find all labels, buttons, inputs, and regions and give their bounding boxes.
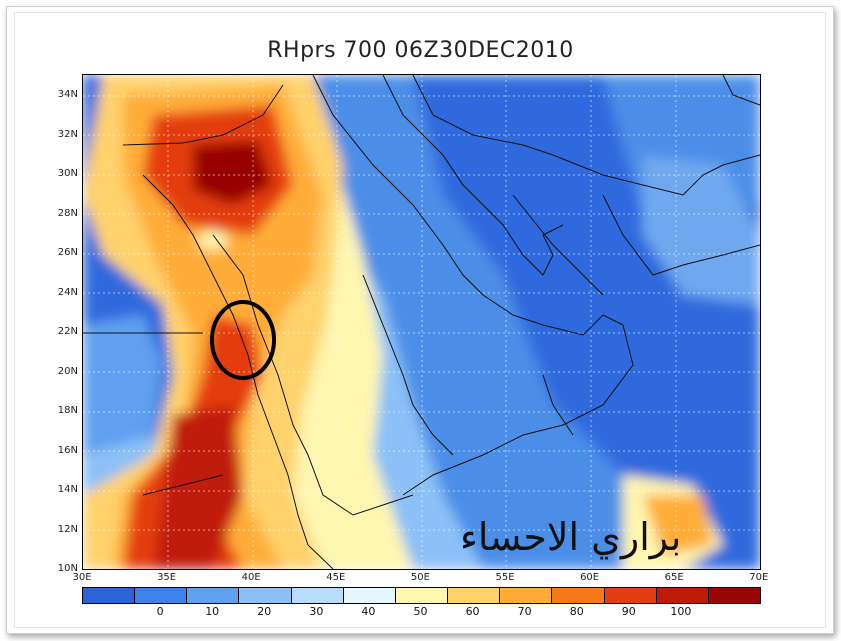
legend-label: 50 — [413, 605, 428, 618]
latitude-label: 12N — [57, 523, 78, 535]
legend-swatch — [83, 588, 136, 603]
legend-label: 90 — [621, 605, 636, 618]
legend-label: 60 — [465, 605, 480, 618]
longitude-label: 40E — [241, 572, 261, 583]
legend-label: 0 — [156, 605, 164, 618]
longitude-label: 60E — [580, 572, 600, 583]
longitude-label: 55E — [495, 572, 515, 583]
latitude-label: 16N — [57, 444, 78, 456]
latitude-label: 34N — [57, 89, 78, 100]
latitude-label: 28N — [57, 207, 78, 219]
latitude-label: 18N — [57, 405, 78, 416]
longitude-label: 50E — [410, 572, 430, 583]
latitude-label: 26N — [57, 247, 78, 258]
latitude-label: 32N — [57, 128, 78, 140]
legend-swatch — [656, 588, 709, 603]
legend-label: 100 — [670, 605, 692, 618]
legend-swatch — [708, 588, 761, 603]
legend-swatch — [604, 588, 657, 603]
humidity-map — [83, 75, 760, 569]
latitude-label: 14N — [57, 484, 78, 495]
legend-swatch — [187, 588, 240, 603]
longitude-label: 35E — [157, 572, 177, 583]
map-plot — [82, 74, 761, 570]
longitude-label: 65E — [664, 572, 684, 583]
longitude-label: 45E — [326, 572, 346, 583]
legend-swatch — [552, 588, 605, 603]
legend-label: 30 — [309, 605, 324, 618]
latitude-label: 10N — [57, 563, 78, 574]
latitude-label: 30N — [57, 168, 78, 179]
longitude-label: 30E — [72, 572, 92, 583]
legend-swatch — [448, 588, 501, 603]
latitude-label: 24N — [57, 286, 78, 298]
map-title: RHprs 700 06Z30DEC2010 — [267, 38, 574, 63]
legend-label: 10 — [205, 605, 220, 618]
inner-frame — [14, 12, 826, 628]
latitude-label: 20N — [57, 365, 78, 377]
color-legend — [82, 587, 761, 604]
grid-lines — [83, 75, 760, 569]
legend-label: 40 — [361, 605, 376, 618]
legend-swatch — [500, 588, 553, 603]
legend-swatch — [135, 588, 188, 603]
latitude-label: 22N — [57, 326, 78, 337]
legend-swatch — [343, 588, 396, 603]
legend-swatch — [395, 588, 449, 603]
legend-swatch — [239, 588, 292, 603]
longitude-label: 70E — [749, 572, 769, 583]
legend-label: 70 — [517, 605, 532, 618]
highlight-ellipse — [210, 300, 276, 380]
legend-label: 20 — [257, 605, 272, 618]
watermark-text: براري الاحساء — [460, 515, 682, 559]
legend-swatch — [291, 588, 344, 603]
legend-label: 80 — [569, 605, 584, 618]
